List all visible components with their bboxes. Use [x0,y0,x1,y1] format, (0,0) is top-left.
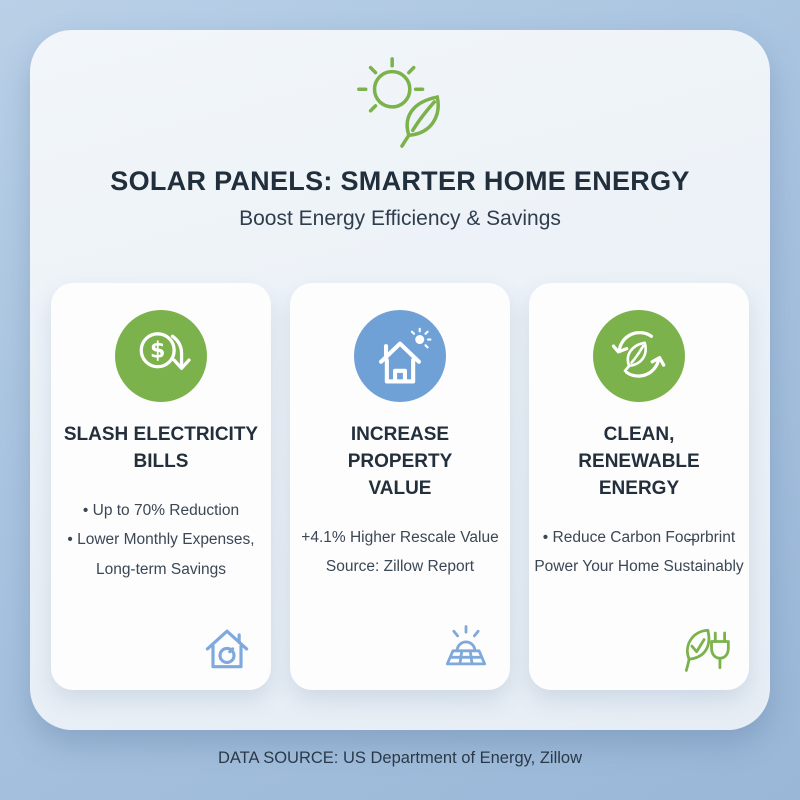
dollar-down-icon: $ [139,332,191,370]
card-body: +4.1% Higher Rescale Value Source: Zillo… [301,523,498,582]
card-body: • Reduce Carbon Foc̶prbrint Power Your H… [534,523,743,582]
recycle-leaf-icon [611,331,666,378]
sun-leaf-icon [357,57,440,148]
svg-text:$: $ [150,338,165,364]
card-title: INCREASE PROPERTY VALUE [347,424,453,499]
card-title: CLEAN, RENEWABLE ENERGY [578,424,700,499]
footer-text: DATA SOURCE: US Department of Energy, Zi… [217,749,583,767]
house-sun-icon [379,327,432,384]
card-icon-circle [593,310,685,402]
card-line: • Up to 70% Reduction [82,501,240,519]
card-line: Power Your Home Sustainably [534,558,744,576]
card-title: SLASH ELECTRICITY BILLS [63,424,259,472]
page-subtitle: Boost Energy Efficiency & Savings [239,207,561,230]
card-icon-circle: $ [115,310,207,402]
card-line: • Reduce Carbon Foc̶prbrint [542,528,736,546]
page-title: SOLAR PANELS: SMARTER HOME ENERGY [110,166,690,196]
leaf-plug-icon [684,628,730,672]
house-energy-meter-icon [205,629,249,669]
card-line: • Lower Monthly Expenses, Long-term Savi… [67,531,255,578]
card-line: Source: Zillow Report [325,558,475,576]
cards-row: $ SLASH ELECTRICITY BILLS • Up to 70% Re… [30,283,770,690]
main-panel: SOLAR PANELS: SMARTER HOME ENERGY Boost … [30,30,770,730]
solar-panel-sun-icon [445,625,487,666]
card-clean-renewable-energy: CLEAN, RENEWABLE ENERGY • Reduce Carbon … [529,283,749,690]
card-body: • Up to 70% Reduction • Lower Monthly Ex… [54,496,268,584]
card-icon-circle [354,310,446,402]
card-increase-property-value: INCREASE PROPERTY VALUE +4.1% Higher Res… [290,283,510,690]
card-line: +4.1% Higher Rescale Value [301,528,499,546]
card-slash-electricity-bills: $ SLASH ELECTRICITY BILLS • Up to 70% Re… [51,283,271,690]
